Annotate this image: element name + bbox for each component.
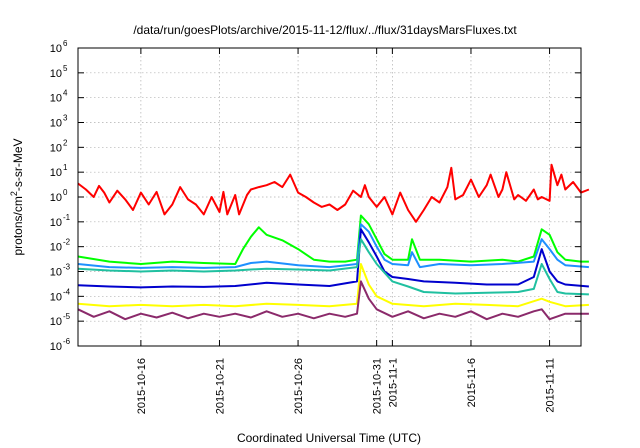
series-line-4 [77, 228, 589, 289]
y-tick-exponent: 2 [63, 138, 68, 147]
y-tick-label: 106 [50, 39, 68, 55]
y-axis-label: protons/cm2-s-sr-MeV [9, 138, 25, 255]
y-tick-label: 103 [50, 114, 68, 130]
x-tick-label: 2015-10-26 [293, 358, 305, 414]
chart-title: /data/run/goesPlots/archive/2015-11-12/f… [133, 23, 517, 37]
y-tick-label: 102 [50, 138, 68, 154]
x-tick-label: 2015-10-16 [136, 358, 148, 414]
y-tick-exponent: 0 [63, 188, 68, 197]
y-tick-label: 10-5 [50, 312, 71, 328]
y-tick-exponent: 3 [63, 114, 68, 123]
y-tick-label: 10-6 [50, 337, 71, 353]
y-tick-exponent: 6 [63, 39, 68, 48]
y-tick-exponent: -5 [63, 312, 71, 321]
x-tick-label: 2015-10-21 [214, 358, 226, 414]
y-tick-label: 10-2 [50, 238, 71, 254]
y-tick-exponent: -2 [63, 238, 71, 247]
series-line-7 [77, 280, 589, 321]
y-tick-label: 10-1 [50, 213, 71, 229]
series-line-1 [77, 163, 590, 223]
x-axis-ticks: 2015-10-16 2015-10-21 2015-10-26 2015-10-31… [136, 48, 557, 414]
y-tick-label: 100 [50, 188, 68, 204]
y-tick-label: 10-4 [50, 287, 71, 303]
series-line-2 [77, 214, 589, 265]
series-line-6 [77, 263, 589, 308]
y-tick-exponent: 1 [63, 163, 68, 172]
series-layer [77, 163, 590, 321]
y-tick-exponent: -3 [63, 263, 71, 272]
y-axis-label-sup: 2 [9, 191, 19, 196]
y-tick-exponent: 5 [63, 64, 68, 73]
y-tick-label: 10-3 [50, 263, 71, 279]
y-tick-label: 101 [50, 163, 68, 179]
x-tick-label: 2015-10-31 [372, 358, 384, 414]
x-tick-label: 2015-11-11 [545, 358, 557, 413]
y-tick-exponent: -1 [63, 213, 71, 222]
x-tick-label: 2015-11-1 [387, 358, 399, 407]
x-tick-label: 2015-11-6 [466, 358, 478, 407]
y-tick-label: 104 [50, 89, 68, 105]
y-axis-label-suffix: -s-sr-MeV [11, 138, 25, 191]
y-tick-exponent: -4 [63, 287, 71, 296]
y-tick-exponent: -6 [63, 337, 71, 346]
series-line-3 [77, 223, 589, 269]
y-tick-exponent: 4 [63, 89, 68, 98]
series-line-5 [77, 238, 589, 296]
y-axis-label-prefix: protons/cm [11, 196, 25, 255]
y-tick-label: 105 [50, 64, 68, 80]
x-axis-label: Coordinated Universal Time (UTC) [237, 431, 421, 445]
